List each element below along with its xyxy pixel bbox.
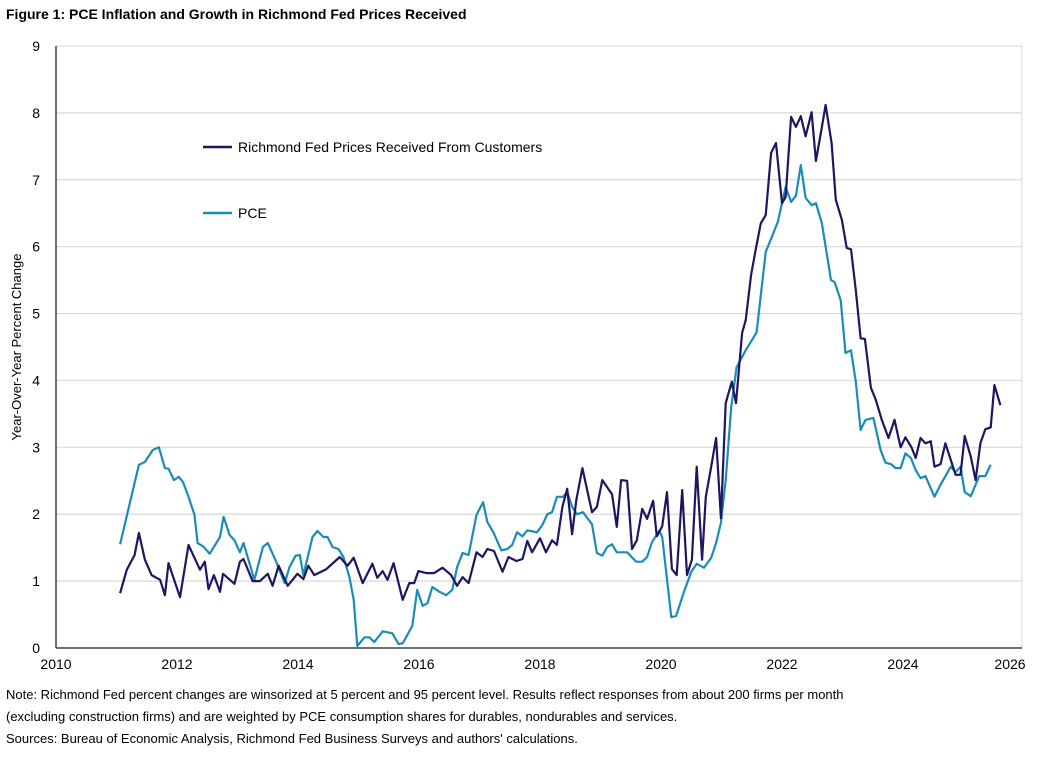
source-line: Sources: Bureau of Economic Analysis, Ri… bbox=[6, 731, 578, 746]
y-tick-label: 7 bbox=[32, 172, 40, 188]
gridlines bbox=[56, 112, 1022, 582]
x-tick-label: 2020 bbox=[645, 656, 676, 672]
x-tick-label: 2012 bbox=[161, 656, 192, 672]
y-tick-label: 6 bbox=[32, 239, 40, 255]
note-line-1: Note: Richmond Fed percent changes are w… bbox=[6, 687, 844, 702]
x-tick-label: 2026 bbox=[994, 656, 1025, 672]
x-tick-labels: 2010 2012 2014 2016 2018 2020 2022 2024 2026 bbox=[40, 656, 1025, 672]
y-tick-label: 9 bbox=[32, 38, 40, 54]
legend-label-pce: PCE bbox=[238, 205, 267, 221]
legend: Richmond Fed Prices Received From Custom… bbox=[203, 139, 542, 221]
y-axis-title: Year-Over-Year Percent Change bbox=[9, 254, 24, 441]
figure-title: Figure 1: PCE Inflation and Growth in Ri… bbox=[6, 6, 467, 22]
y-tick-labels: 0 1 2 3 4 5 6 7 8 9 bbox=[32, 38, 40, 656]
y-tick-label: 4 bbox=[32, 372, 40, 388]
x-tick-label: 2014 bbox=[282, 656, 313, 672]
series-lines bbox=[119, 103, 1002, 648]
x-tick-label: 2016 bbox=[403, 656, 434, 672]
note-line-2: (excluding construction firms) and are w… bbox=[6, 709, 678, 724]
y-tick-label: 0 bbox=[32, 640, 40, 656]
y-tick-label: 2 bbox=[32, 506, 40, 522]
y-tick-label: 3 bbox=[32, 439, 40, 455]
y-tick-label: 5 bbox=[32, 306, 40, 322]
legend-label-richmond: Richmond Fed Prices Received From Custom… bbox=[238, 139, 542, 155]
x-tick-label: 2024 bbox=[887, 656, 918, 672]
x-tick-label: 2010 bbox=[40, 656, 71, 672]
y-tick-label: 8 bbox=[32, 105, 40, 121]
y-tick-label: 1 bbox=[32, 573, 40, 589]
plot-frame bbox=[55, 45, 1023, 649]
series-line-richmond bbox=[119, 103, 1002, 601]
x-tick-label: 2018 bbox=[524, 656, 555, 672]
x-tick-label: 2022 bbox=[766, 656, 797, 672]
